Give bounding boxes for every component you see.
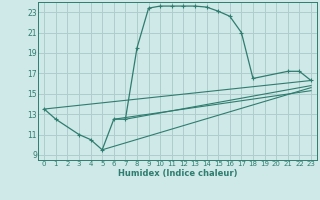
X-axis label: Humidex (Indice chaleur): Humidex (Indice chaleur) (118, 169, 237, 178)
